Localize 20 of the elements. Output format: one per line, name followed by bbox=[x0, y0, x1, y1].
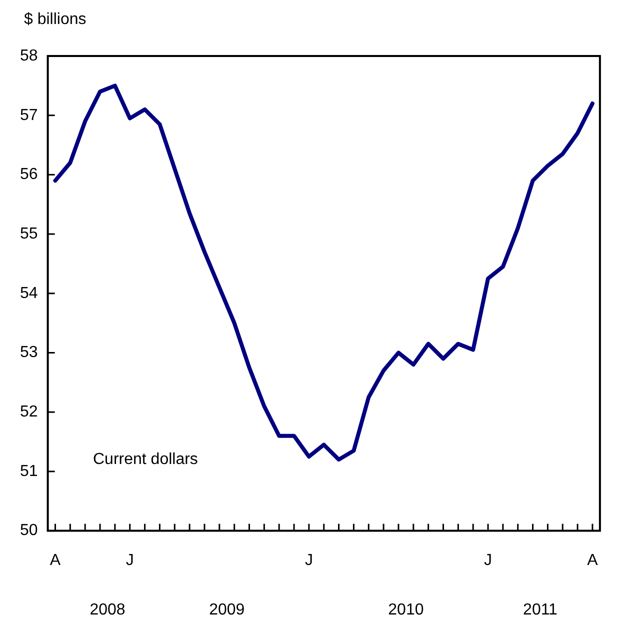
x-tick-label: J bbox=[304, 552, 313, 569]
x-tick-label: A bbox=[587, 552, 598, 569]
y-tick-label: 50 bbox=[20, 522, 38, 540]
y-tick-label: 57 bbox=[20, 106, 38, 124]
x-tick-label: A bbox=[50, 552, 61, 569]
y-axis-title: $ billions bbox=[24, 11, 86, 28]
y-tick-label: 56 bbox=[20, 166, 38, 184]
text: 2011 bbox=[523, 601, 558, 618]
text: Current dollars bbox=[93, 450, 198, 468]
y-tick-label: 53 bbox=[20, 344, 38, 362]
y-tick-label: 52 bbox=[20, 404, 38, 421]
y-tick-label: 58 bbox=[20, 47, 38, 64]
y-tick-label: 51 bbox=[20, 462, 38, 480]
text: 2008 bbox=[90, 601, 126, 618]
y-tick-label: 55 bbox=[20, 225, 38, 242]
text: 2009 bbox=[209, 601, 245, 618]
x-tick-label: J bbox=[126, 552, 134, 569]
y-tick-label: 54 bbox=[20, 284, 38, 302]
x-tick-label: J bbox=[484, 552, 492, 569]
text: 2010 bbox=[388, 601, 424, 618]
